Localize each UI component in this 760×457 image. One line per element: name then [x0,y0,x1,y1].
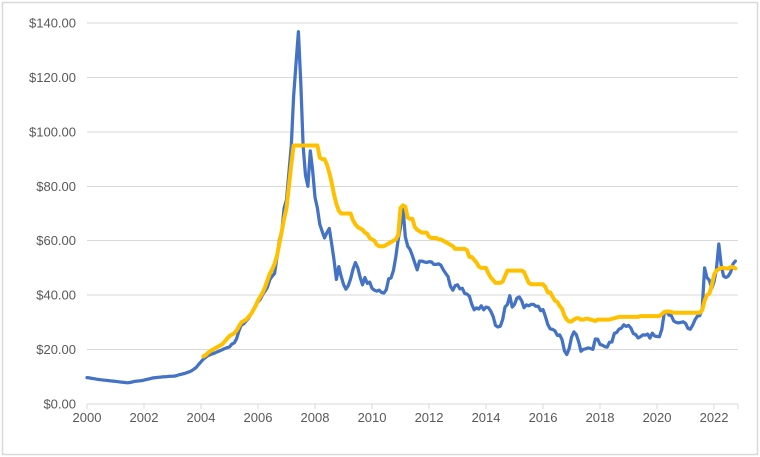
x-axis-tick-label: 2000 [73,410,102,425]
y-axis-tick-label: $80.00 [36,179,76,194]
y-axis-tick-label: $120.00 [29,70,76,85]
x-axis-tick-label: 2016 [529,410,558,425]
plot-area [87,23,738,404]
x-axis-tick-label: 2014 [472,410,501,425]
x-axis-tick-label: 2022 [700,410,729,425]
x-axis-tick-label: 2012 [415,410,444,425]
series-line-yellow-series [201,143,738,359]
x-axis-tick-label: 2020 [643,410,672,425]
x-axis-tick-label: 2008 [301,410,330,425]
series-line-blue-series [85,30,738,385]
x-axis-tick-label: 2010 [358,410,387,425]
x-axis-tick-label: 2006 [244,410,273,425]
y-axis-tick-label: $100.00 [29,124,76,139]
y-axis-tick-label: $140.00 [29,16,76,31]
y-axis-tick-label: $20.00 [36,342,76,357]
x-axis-tick-label: 2018 [586,410,615,425]
x-axis-tick-label: 2002 [130,410,159,425]
y-axis-tick-label: $0.00 [43,397,76,412]
y-axis-tick-label: $40.00 [36,288,76,303]
y-axis-tick-label: $60.00 [36,233,76,248]
x-axis-tick-label: 2004 [187,410,216,425]
